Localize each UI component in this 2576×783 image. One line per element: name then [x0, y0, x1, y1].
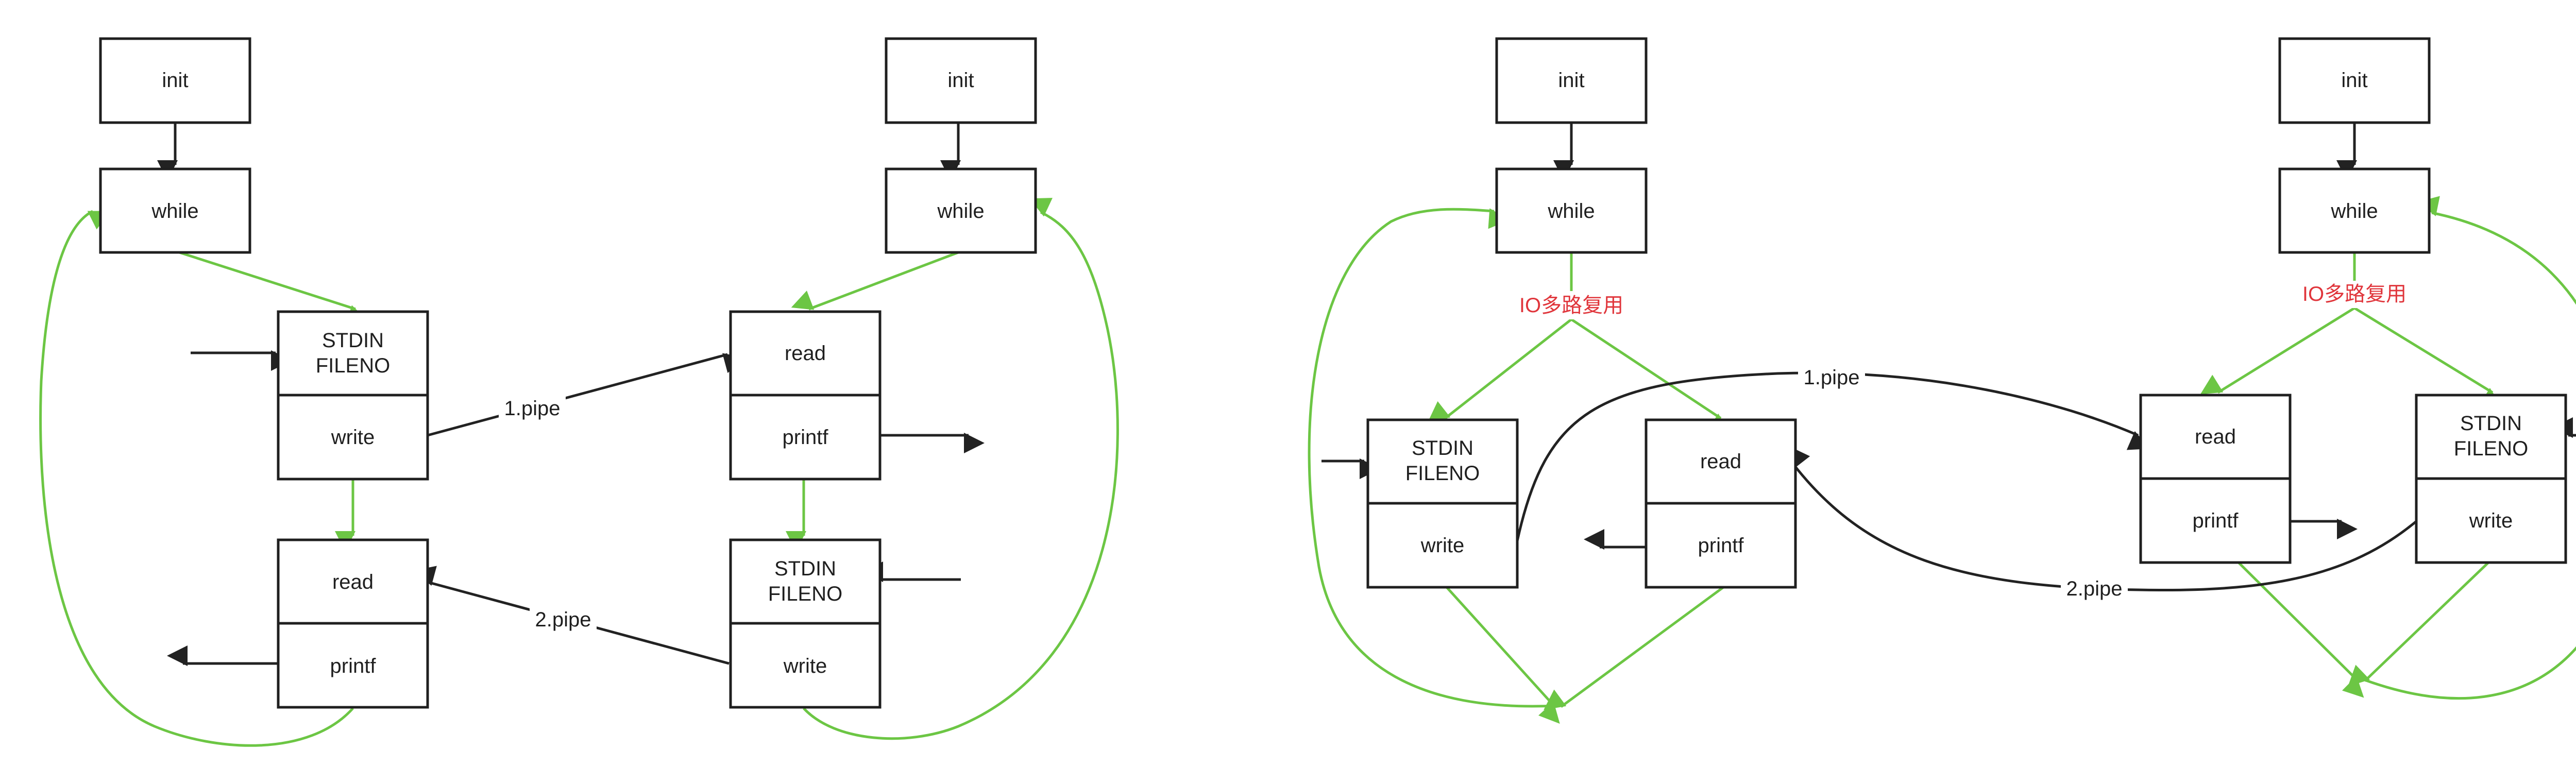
- svg-text:STDIN: STDIN: [2460, 412, 2522, 435]
- write-to-join-arrow-d: [2348, 561, 2489, 687]
- init-box-c: init: [1495, 37, 1648, 124]
- svg-text:read: read: [1700, 450, 1741, 473]
- svg-text:printf: printf: [1698, 534, 1744, 557]
- loop-arrow-a: [39, 210, 354, 747]
- printf-to-join-arrow-c: [1544, 586, 1724, 710]
- svg-text:write: write: [2469, 509, 2513, 532]
- svg-text:while: while: [151, 200, 198, 223]
- svg-text:printf: printf: [783, 426, 829, 449]
- svg-text:init: init: [1558, 69, 1584, 92]
- svg-text:FILENO: FILENO: [1405, 462, 1480, 485]
- svg-text:STDIN: STDIN: [322, 329, 384, 352]
- svg-text:read: read: [332, 571, 374, 593]
- svg-text:printf: printf: [330, 655, 377, 677]
- while-box-a: while: [99, 167, 251, 254]
- stdin-write-box-c: STDIN FILENO write: [1366, 418, 1519, 589]
- read-printf-box-c: read printf: [1645, 418, 1797, 589]
- svg-text:STDIN: STDIN: [774, 557, 836, 580]
- init-box-b: init: [885, 37, 1037, 124]
- pipe1-label: 1.pipe: [504, 397, 561, 420]
- svg-text:read: read: [785, 342, 826, 365]
- pipe1-label: 1.pipe: [1804, 366, 1860, 389]
- svg-text:while: while: [2330, 200, 2378, 223]
- mux-to-stdin-arrow-c: [1428, 318, 1572, 422]
- while-box-c: while: [1495, 167, 1648, 254]
- while-to-stdin-arrow-a: [179, 251, 368, 325]
- svg-text:while: while: [1547, 200, 1595, 223]
- mux-to-read-arrow-d: [2200, 307, 2355, 395]
- svg-text:while: while: [937, 200, 984, 223]
- stdin-write-box-d: STDIN FILENO write: [2415, 394, 2567, 564]
- svg-text:FILENO: FILENO: [768, 583, 842, 605]
- io-mux-label-c: IO多路复用: [1519, 294, 1623, 317]
- stdin-write-box-a: STDIN FILENO write: [277, 310, 429, 481]
- while-box-b: while: [885, 167, 1037, 254]
- mux-to-stdin-arrow-d: [2353, 307, 2502, 407]
- svg-text:write: write: [331, 426, 375, 449]
- init-box-a: init: [99, 37, 251, 124]
- svg-text:write: write: [1420, 534, 1464, 557]
- read-printf-box-a: read printf: [277, 538, 429, 709]
- svg-text:printf: printf: [2193, 509, 2239, 532]
- pipe2-label: 2.pipe: [535, 608, 591, 631]
- while-to-read-arrow-b: [791, 251, 959, 311]
- pipe1-arrow-left: [427, 353, 745, 437]
- init-box-d: init: [2278, 37, 2431, 124]
- pipe1-arrow-right: [1516, 371, 2150, 541]
- printf-to-join-arrow-d: [2238, 561, 2364, 698]
- svg-text:init: init: [947, 69, 974, 92]
- mux-to-read-arrow-c: [1570, 318, 1730, 434]
- pipe2-arrow-right: [1789, 446, 2417, 592]
- loop-arrow-b: [803, 198, 1119, 740]
- svg-text:FILENO: FILENO: [316, 354, 390, 377]
- loop-arrow-c: [1308, 208, 1556, 708]
- while-box-d: while: [2278, 167, 2431, 254]
- io-mux-label-d: IO多路复用: [2302, 283, 2406, 305]
- stdin-write-box-b: STDIN FILENO write: [729, 538, 882, 709]
- svg-text:STDIN: STDIN: [1412, 437, 1473, 459]
- pipe2-label: 2.pipe: [2066, 577, 2123, 600]
- diagram-right: 1.pipe 2.pipe IO多路复用 IO多路复用 init while S…: [1308, 37, 2576, 724]
- svg-text:FILENO: FILENO: [2454, 437, 2528, 460]
- loop-arrow-d: [2364, 196, 2576, 700]
- svg-text:init: init: [162, 69, 188, 92]
- svg-text:init: init: [2341, 69, 2367, 92]
- write-to-join-arrow-c: [1446, 586, 1560, 724]
- read-printf-box-b: read printf: [729, 310, 882, 481]
- svg-text:read: read: [2195, 425, 2236, 448]
- read-printf-box-d: read printf: [2139, 394, 2292, 564]
- svg-text:write: write: [783, 655, 827, 677]
- diagram-left: 1.pipe 2.pipe init while STDIN FILENO wr…: [39, 37, 1119, 747]
